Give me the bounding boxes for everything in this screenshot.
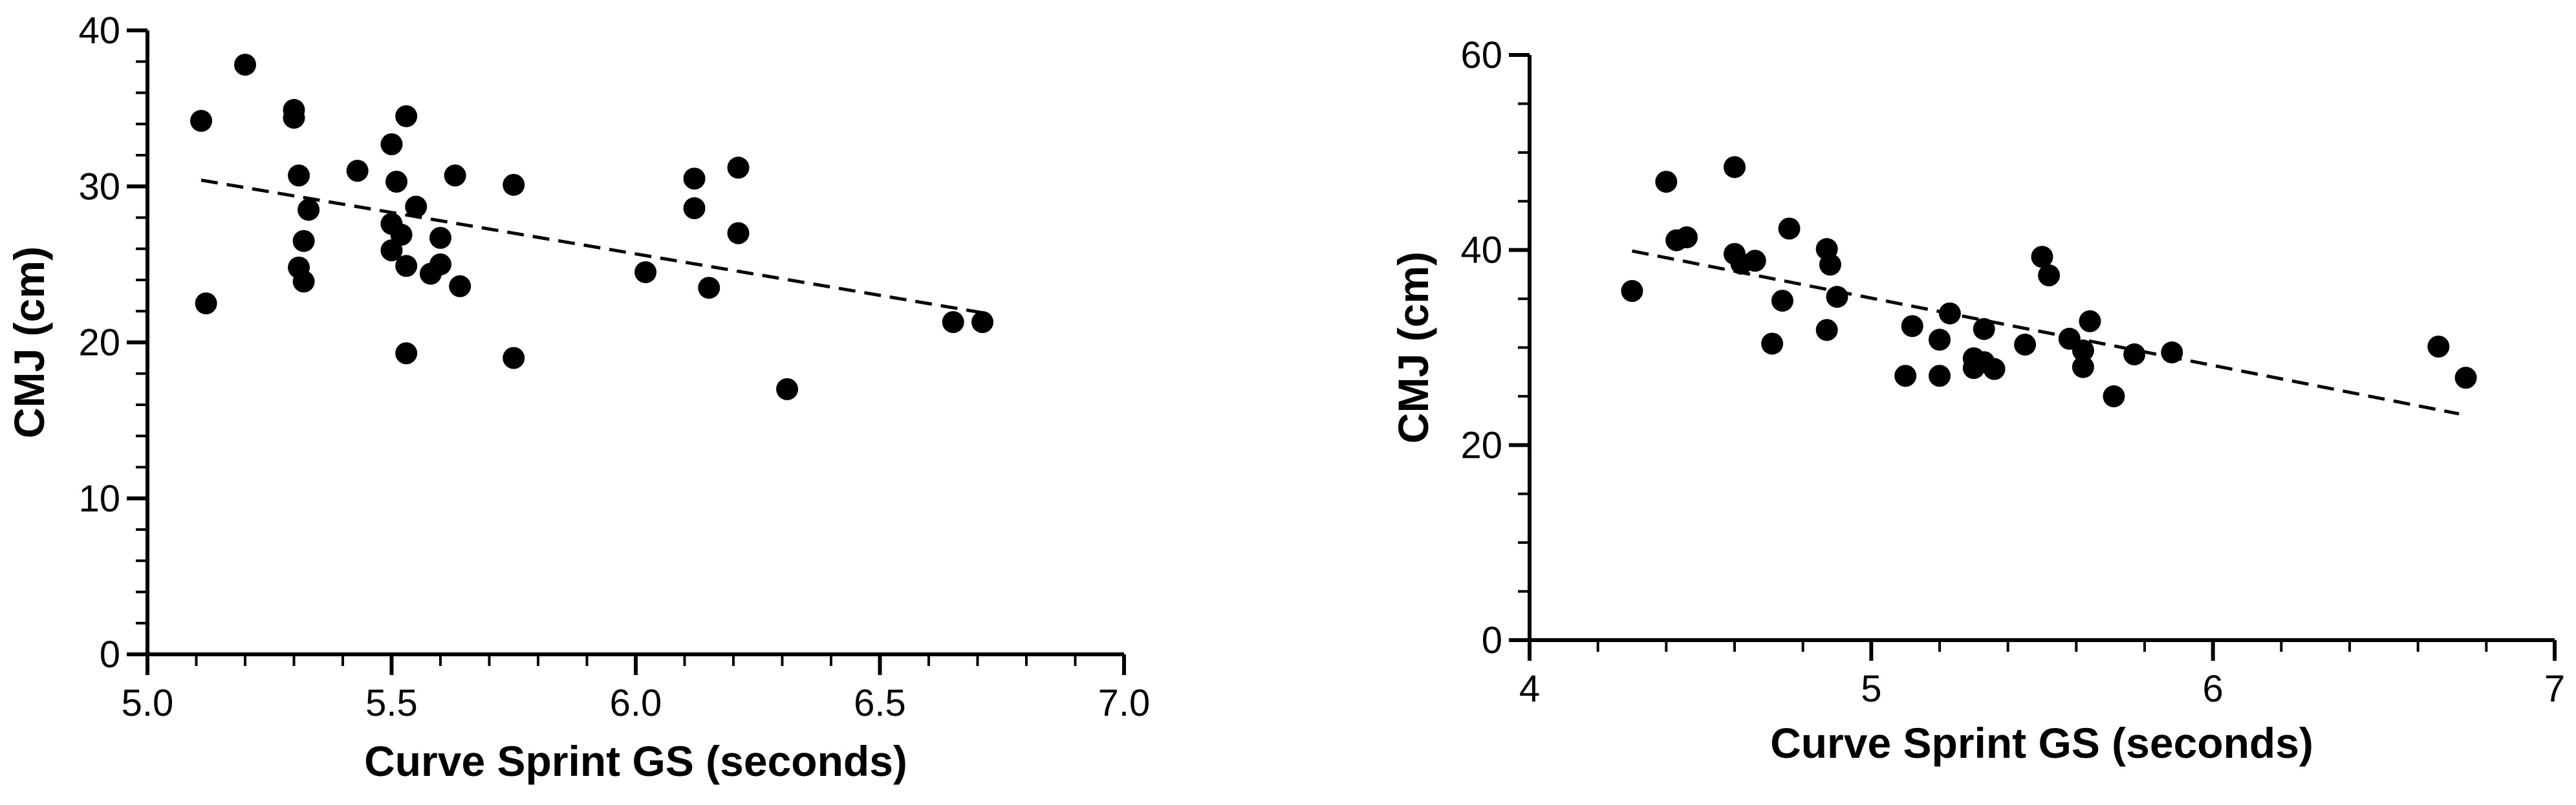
data-point (288, 164, 310, 187)
data-point (283, 107, 305, 129)
trend-line (200, 178, 983, 315)
y-axis-title: CMJ (cm) (5, 246, 53, 438)
data-point (195, 292, 217, 315)
data-point (1655, 171, 1678, 193)
x-tick-label: 7 (2544, 668, 2565, 710)
data-point (395, 255, 418, 277)
data-point (683, 197, 706, 220)
data-point (971, 311, 994, 334)
data-point (429, 226, 451, 249)
data-point (1778, 217, 1801, 240)
x-tick-label: 6.0 (610, 682, 662, 724)
data-point (1761, 332, 1784, 355)
data-point (346, 160, 369, 182)
data-point (2072, 339, 2094, 362)
data-point (2161, 341, 2183, 364)
data-point (2427, 335, 2450, 358)
y-tick-label: 40 (78, 10, 120, 52)
y-axis-title: CMJ (cm) (1389, 252, 1437, 444)
data-point (2079, 310, 2101, 332)
data-point (1819, 253, 1841, 276)
data-point (298, 199, 320, 221)
data-point (1815, 319, 1838, 341)
data-point (444, 164, 466, 187)
data-point (698, 277, 720, 299)
y-tick-label: 10 (78, 478, 120, 520)
data-point (2038, 264, 2061, 286)
data-point (503, 173, 525, 196)
left-scatter-chart: 5.0 5.5 6.0 6.5 7.0 0 10 20 30 40 Curve Sprint GS … (5, 10, 1150, 785)
data-point (2072, 356, 2094, 378)
data-point (234, 54, 256, 76)
y-tick-label: 0 (100, 634, 120, 676)
y-tick-label: 20 (1460, 424, 1502, 466)
data-point (1929, 328, 1951, 351)
x-tick-label: 5.0 (122, 682, 174, 724)
data-point (1676, 226, 1698, 249)
data-point (292, 270, 315, 293)
data-point (395, 105, 418, 127)
data-point (942, 311, 964, 334)
data-point (1771, 290, 1793, 312)
data-point (1983, 358, 2006, 380)
right-scatter-chart: 4 5 6 7 0 20 40 60 Curve Sprint GS (seconds) CMJ … (1389, 34, 2565, 767)
data-point (776, 378, 799, 400)
data-point (385, 171, 408, 193)
data-point (449, 275, 471, 297)
data-point (390, 224, 413, 246)
x-tick-label: 7.0 (1098, 682, 1151, 724)
data-point (2031, 246, 2053, 268)
data-point (683, 167, 706, 190)
data-point (292, 230, 315, 252)
data-point (395, 342, 418, 365)
x-tick-label: 5 (1861, 668, 1881, 710)
x-tick-label: 4 (1519, 668, 1540, 710)
trend-line (1632, 249, 2460, 416)
data-point (1744, 250, 1766, 272)
data-point (1929, 365, 1951, 387)
x-tick-label: 6.5 (854, 682, 906, 724)
x-tick-label: 5.5 (365, 682, 418, 724)
y-tick-label: 40 (1460, 230, 1502, 272)
data-point (190, 109, 213, 132)
data-point (429, 253, 451, 275)
data-point (727, 222, 750, 244)
data-point (2103, 385, 2125, 407)
data-point (2123, 343, 2146, 366)
x-axis-title: Curve Sprint GS (seconds) (364, 737, 907, 785)
x-axis-title: Curve Sprint GS (seconds) (1770, 719, 2313, 767)
y-tick-label: 20 (78, 322, 120, 364)
data-point (634, 261, 657, 283)
data-point (1938, 302, 1961, 325)
data-point (1973, 317, 1995, 340)
data-point (503, 347, 525, 369)
data-point (1901, 315, 1923, 338)
y-tick-label: 30 (78, 166, 120, 208)
data-point (1826, 286, 1848, 308)
data-point (2014, 333, 2037, 356)
x-tick-label: 6 (2203, 668, 2224, 710)
y-tick-label: 60 (1460, 34, 1502, 76)
data-point (1894, 365, 1917, 387)
y-tick-label: 0 (1482, 619, 1502, 661)
data-point (405, 195, 428, 218)
data-point (2454, 367, 2477, 389)
data-point (1621, 280, 1643, 303)
data-point (727, 156, 750, 179)
data-point (1724, 156, 1746, 178)
data-point (380, 133, 403, 156)
